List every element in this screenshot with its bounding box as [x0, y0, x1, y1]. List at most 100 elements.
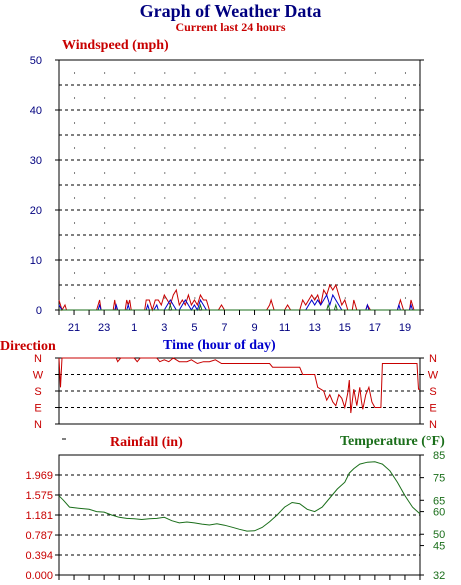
- windspeed-grid-dot: [104, 172, 106, 174]
- windspeed-grid-dot: [224, 122, 226, 124]
- windspeed-grid-dot: [314, 97, 316, 99]
- windspeed-grid-dot: [224, 97, 226, 99]
- windspeed-grid-dot: [374, 297, 376, 299]
- windspeed-grid-dot: [224, 222, 226, 224]
- rainfall-tick-label: 1.181: [25, 510, 53, 522]
- rainfall-tick-label: 0.394: [25, 550, 53, 562]
- windspeed-grid-dot: [404, 197, 406, 199]
- temperature-series-line: [58, 461, 421, 532]
- windspeed-grid-dot: [74, 222, 76, 224]
- windspeed-grid-dot: [104, 122, 106, 124]
- time-x-tick-label: 3: [161, 322, 167, 334]
- windspeed-grid-dot: [224, 297, 226, 299]
- windspeed-grid-dot: [314, 197, 316, 199]
- windspeed-grid-dot: [374, 247, 376, 249]
- windspeed-grid-dot: [374, 172, 376, 174]
- windspeed-grid-dot: [224, 147, 226, 149]
- windspeed-grid-dot: [404, 147, 406, 149]
- rainfall-tick-label: 0.000: [25, 570, 53, 582]
- windspeed-grid-dot: [74, 97, 76, 99]
- temperature-tick-label: 32: [433, 570, 445, 582]
- windspeed-grid-dot: [284, 122, 286, 124]
- windspeed-grid-dot: [134, 222, 136, 224]
- windspeed-grid-dot: [284, 297, 286, 299]
- windspeed-grid-dot: [104, 72, 106, 74]
- direction-tick-label-right: N: [429, 353, 437, 365]
- windspeed-y-tick-label: 0: [36, 305, 42, 317]
- windspeed-grid-dot: [104, 97, 106, 99]
- windspeed-grid-dot: [344, 172, 346, 174]
- rainfall-axis-label: Rainfall (in): [110, 435, 183, 450]
- windspeed-grid-dot: [224, 247, 226, 249]
- windspeed-grid-dot: [74, 297, 76, 299]
- windspeed-grid-dot: [194, 172, 196, 174]
- windspeed-grid-dot: [374, 72, 376, 74]
- direction-tick-label-left: E: [34, 403, 41, 415]
- windspeed-grid-dot: [74, 197, 76, 199]
- windspeed-y-ticks: 50 40 30 20 10 0: [30, 55, 424, 317]
- windspeed-grid-dot: [164, 147, 166, 149]
- windspeed-grid-dot: [344, 197, 346, 199]
- windspeed-grid-dot: [194, 147, 196, 149]
- windspeed-grid-dot: [134, 97, 136, 99]
- time-x-tick-label: 13: [309, 322, 321, 334]
- time-x-tick-label: 11: [279, 322, 290, 334]
- windspeed-grid-dot: [284, 147, 286, 149]
- windspeed-grid-dot: [344, 222, 346, 224]
- rainfall-tick-label: 1.969: [25, 470, 53, 482]
- windspeed-grid-dot: [104, 247, 106, 249]
- direction-tick-label-left: N: [34, 419, 42, 431]
- windspeed-grid-dot: [194, 197, 196, 199]
- windspeed-grid-dot: [74, 272, 76, 274]
- windspeed-grid-dot: [374, 197, 376, 199]
- windspeed-grid-dot: [374, 147, 376, 149]
- windspeed-grid-dot: [194, 122, 196, 124]
- windspeed-grid-dot: [74, 247, 76, 249]
- windspeed-grid-dot: [164, 172, 166, 174]
- windspeed-grid-dot: [134, 272, 136, 274]
- time-x-tick-label: 21: [68, 322, 80, 334]
- windspeed-grid-dot: [284, 197, 286, 199]
- windspeed-grid-dot: [314, 172, 316, 174]
- windspeed-grid-dot: [74, 72, 76, 74]
- temperature-tick-label: 45: [433, 541, 445, 553]
- windspeed-grid-dot: [134, 72, 136, 74]
- windspeed-y-tick-label: 20: [30, 205, 42, 217]
- windspeed-grid-dot: [344, 247, 346, 249]
- windspeed-grid-dot: [134, 197, 136, 199]
- time-x-tick-label: 9: [251, 322, 257, 334]
- windspeed-grid-dot: [344, 272, 346, 274]
- windspeed-axis-label: Windspeed (mph): [62, 38, 169, 53]
- windspeed-y-tick-label: 30: [30, 155, 42, 167]
- windspeed-grid-dot: [314, 122, 316, 124]
- windspeed-grid-dot: [104, 222, 106, 224]
- windspeed-grid-dot: [344, 97, 346, 99]
- windspeed-grid-dot: [74, 147, 76, 149]
- windspeed-grid-dot: [194, 272, 196, 274]
- windspeed-grid-dot: [134, 297, 136, 299]
- windspeed-grid-dot: [404, 122, 406, 124]
- windspeed-series: [58, 283, 420, 312]
- windspeed-grid-dot: [344, 72, 346, 74]
- windspeed-grid-dot: [314, 147, 316, 149]
- windspeed-grid-dot: [374, 272, 376, 274]
- windspeed-grid-dot: [314, 222, 316, 224]
- windspeed-grid-dot: [104, 147, 106, 149]
- windspeed-grid-dot: [164, 297, 166, 299]
- temperature-tick-label: 75: [433, 473, 445, 485]
- time-x-tick-label: 17: [369, 322, 381, 334]
- windspeed-y-tick-label: 40: [30, 105, 42, 117]
- windspeed-grid-dot: [164, 222, 166, 224]
- windspeed-grid-dot: [254, 122, 256, 124]
- windspeed-grid-dot: [164, 247, 166, 249]
- windspeed-grid-dot: [344, 297, 346, 299]
- windspeed-grid-dot: [314, 272, 316, 274]
- windspeed-grid-dot: [404, 97, 406, 99]
- windspeed-grid-dot: [404, 297, 406, 299]
- windspeed-grid-dot: [224, 172, 226, 174]
- windspeed-grid: [59, 72, 420, 299]
- windspeed-grid-dot: [164, 197, 166, 199]
